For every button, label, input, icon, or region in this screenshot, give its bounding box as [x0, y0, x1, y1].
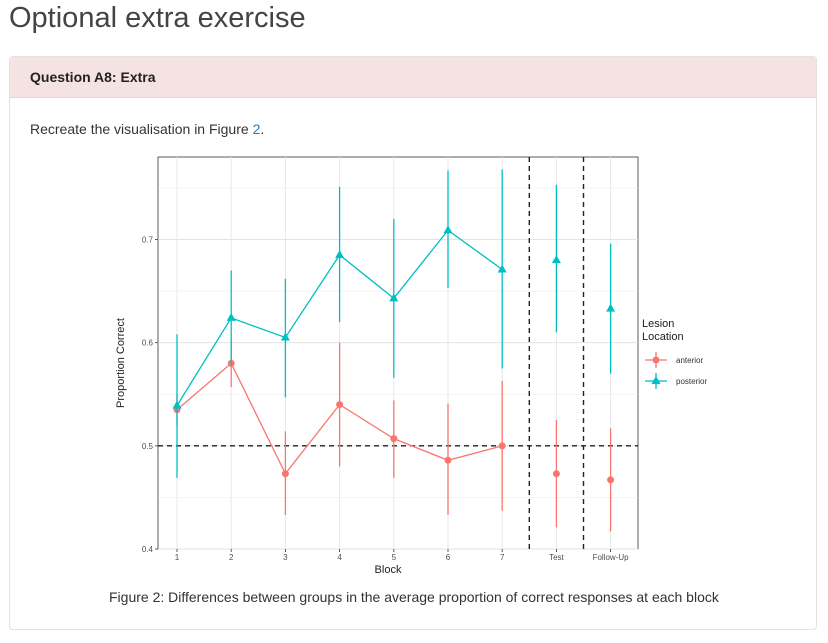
question-header-label: Question A8: Extra	[30, 69, 156, 85]
x-tick-label: 7	[500, 553, 505, 562]
x-tick-label: Follow-Up	[593, 553, 630, 562]
x-tick-label: 1	[175, 553, 180, 562]
posterior-point	[335, 250, 345, 258]
posterior-point	[497, 264, 507, 273]
posterior-point	[226, 312, 236, 321]
figure-caption: Figure 2: Differences between groups in …	[109, 589, 719, 605]
question-text-after: .	[260, 121, 265, 137]
x-tick-label: 6	[446, 553, 451, 562]
anterior-point	[390, 435, 398, 443]
y-tick-label: 0.5	[142, 442, 154, 451]
posterior-point	[172, 400, 182, 409]
question-text: Recreate the visualisation in Figure 2.	[30, 121, 264, 137]
x-tick-label: 2	[229, 553, 234, 562]
anterior-point	[281, 470, 289, 478]
plot-panel	[157, 156, 639, 550]
y-tick-label: 0.6	[142, 339, 154, 348]
page-title: Optional extra exercise	[9, 2, 306, 34]
x-tick-label: 4	[337, 553, 342, 562]
anterior-point	[498, 442, 506, 450]
legend-label-posterior: posterior	[676, 377, 707, 386]
question-text-before: Recreate the visualisation in Figure	[30, 121, 253, 137]
posterior-point	[280, 332, 290, 341]
y-tick-label: 0.4	[142, 545, 154, 554]
question-header: Question A8: Extra	[10, 57, 816, 98]
legend-marker-posterior	[651, 376, 661, 384]
anterior-point	[552, 470, 560, 478]
posterior-point	[389, 293, 399, 302]
y-tick-label: 0.7	[142, 236, 154, 245]
anterior-point	[444, 456, 452, 464]
figure-link[interactable]: 2	[252, 121, 261, 137]
anterior-point	[336, 401, 344, 409]
figure: 0.4 0.5 0.6 0.7 1 2 3 4 5 6 7 Test Follow-Up Block Pro…	[110, 153, 640, 593]
posterior-point	[443, 225, 453, 234]
x-tick-label: 3	[283, 553, 288, 562]
x-tick-label: Test	[549, 553, 564, 562]
legend-label-anterior: anterior	[676, 356, 703, 365]
posterior-point	[551, 255, 561, 264]
question-card: Question A8: Extra Recreate the visualis…	[9, 56, 817, 630]
line-chart: 0.4 0.5 0.6 0.7 1 2 3 4 5 6 7 Test Follow-Up Block Pro…	[115, 156, 639, 576]
legend-marker-anterior	[652, 356, 660, 364]
legend-title-line2: Location	[642, 331, 684, 343]
legend-title-line1: Lesion	[642, 318, 674, 330]
posterior-point	[606, 303, 616, 312]
x-axis-title: Block	[375, 564, 402, 576]
y-axis-title: Proportion Correct	[115, 318, 127, 408]
x-tick-label: 5	[392, 553, 397, 562]
anterior-point	[607, 476, 615, 484]
